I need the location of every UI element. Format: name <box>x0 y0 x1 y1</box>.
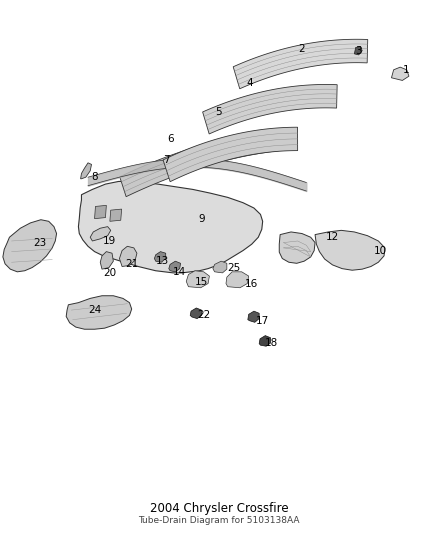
Text: 2004 Chrysler Crossfire: 2004 Chrysler Crossfire <box>150 502 288 515</box>
Polygon shape <box>354 46 362 55</box>
Text: 15: 15 <box>195 278 208 287</box>
Text: 19: 19 <box>103 236 117 246</box>
Polygon shape <box>78 181 263 273</box>
Polygon shape <box>163 127 298 182</box>
Text: 24: 24 <box>88 305 101 315</box>
Text: 2: 2 <box>299 44 305 53</box>
Polygon shape <box>213 261 227 273</box>
Polygon shape <box>154 252 166 262</box>
Text: 16: 16 <box>245 279 258 288</box>
Polygon shape <box>169 261 180 272</box>
Polygon shape <box>3 220 57 272</box>
Text: 6: 6 <box>168 134 174 144</box>
Polygon shape <box>120 246 137 266</box>
Polygon shape <box>66 296 132 329</box>
Text: 23: 23 <box>33 238 46 247</box>
Text: 7: 7 <box>163 155 170 165</box>
Text: 14: 14 <box>173 267 186 277</box>
Polygon shape <box>259 336 271 346</box>
Text: Tube-Drain Diagram for 5103138AA: Tube-Drain Diagram for 5103138AA <box>138 516 300 525</box>
Text: 18: 18 <box>265 338 278 348</box>
Text: 21: 21 <box>125 259 138 269</box>
Polygon shape <box>233 39 368 89</box>
Polygon shape <box>100 252 113 269</box>
Text: 13: 13 <box>155 256 169 266</box>
Text: 1: 1 <box>403 65 409 75</box>
Text: 8: 8 <box>91 172 98 182</box>
Text: 3: 3 <box>355 46 362 56</box>
Text: 17: 17 <box>256 316 269 326</box>
Polygon shape <box>279 232 315 263</box>
Polygon shape <box>186 271 209 288</box>
Polygon shape <box>81 163 92 179</box>
Polygon shape <box>226 272 249 288</box>
Polygon shape <box>190 308 201 319</box>
Polygon shape <box>203 84 337 134</box>
Text: 10: 10 <box>374 246 387 255</box>
Polygon shape <box>110 209 122 221</box>
Text: 5: 5 <box>215 107 223 117</box>
Text: 9: 9 <box>198 214 205 224</box>
Polygon shape <box>95 205 106 219</box>
Text: 25: 25 <box>228 263 241 272</box>
Text: 20: 20 <box>103 268 117 278</box>
Polygon shape <box>90 227 111 241</box>
Polygon shape <box>392 67 409 80</box>
Polygon shape <box>120 128 290 197</box>
Text: 22: 22 <box>197 310 210 320</box>
Polygon shape <box>248 311 259 322</box>
Polygon shape <box>315 230 385 270</box>
Text: 12: 12 <box>326 232 339 243</box>
Text: 4: 4 <box>246 78 253 88</box>
